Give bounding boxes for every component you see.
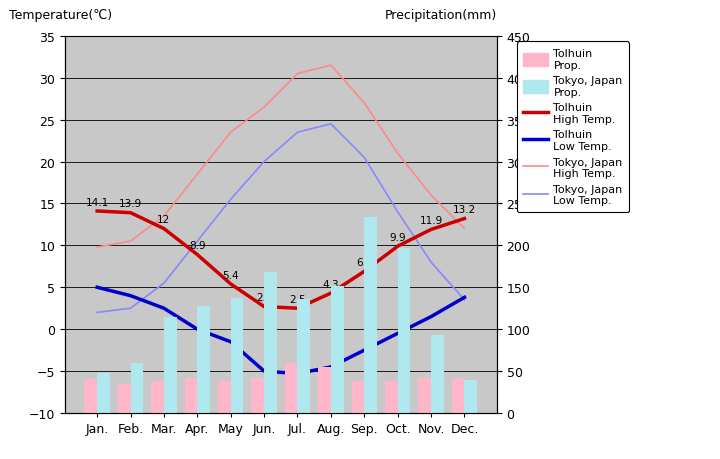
Text: Temperature(℃): Temperature(℃) — [9, 9, 112, 22]
Bar — [285, 363, 297, 413]
Bar — [218, 381, 230, 413]
Bar — [331, 286, 343, 413]
Text: 8.9: 8.9 — [189, 241, 206, 251]
Bar — [84, 380, 97, 413]
Text: Precipitation(mm): Precipitation(mm) — [384, 9, 497, 22]
Bar — [418, 378, 431, 413]
Bar — [230, 298, 243, 413]
Bar — [118, 384, 130, 413]
Text: 14.1: 14.1 — [86, 197, 109, 207]
Bar — [351, 381, 364, 413]
Text: 11.9: 11.9 — [420, 216, 443, 226]
Text: 2.5: 2.5 — [289, 294, 306, 304]
Bar — [97, 373, 110, 413]
Bar — [397, 248, 410, 413]
Bar — [164, 318, 176, 413]
Bar — [184, 378, 197, 413]
Bar — [151, 381, 164, 413]
Text: 4.3: 4.3 — [323, 280, 339, 289]
Text: 6.9: 6.9 — [356, 257, 373, 268]
Legend: Tolhuin
Prop., Tokyo, Japan
Prop., Tolhuin
High Temp., Tolhuin
Low Temp., Tokyo,: Tolhuin Prop., Tokyo, Japan Prop., Tolhu… — [517, 42, 629, 213]
Text: 5.4: 5.4 — [222, 270, 239, 280]
Bar — [364, 218, 377, 413]
Bar — [197, 306, 210, 413]
Bar — [130, 363, 143, 413]
Bar — [297, 299, 310, 413]
Bar — [451, 378, 464, 413]
Bar — [464, 381, 477, 413]
Text: 13.2: 13.2 — [453, 205, 476, 215]
Text: 12: 12 — [157, 215, 171, 225]
Bar — [385, 381, 397, 413]
Text: 2.7: 2.7 — [256, 293, 272, 303]
Bar — [251, 378, 264, 413]
Text: 9.9: 9.9 — [390, 233, 406, 242]
Bar — [318, 367, 331, 413]
Text: 13.9: 13.9 — [119, 199, 142, 209]
Bar — [431, 336, 444, 413]
Bar — [264, 273, 276, 413]
